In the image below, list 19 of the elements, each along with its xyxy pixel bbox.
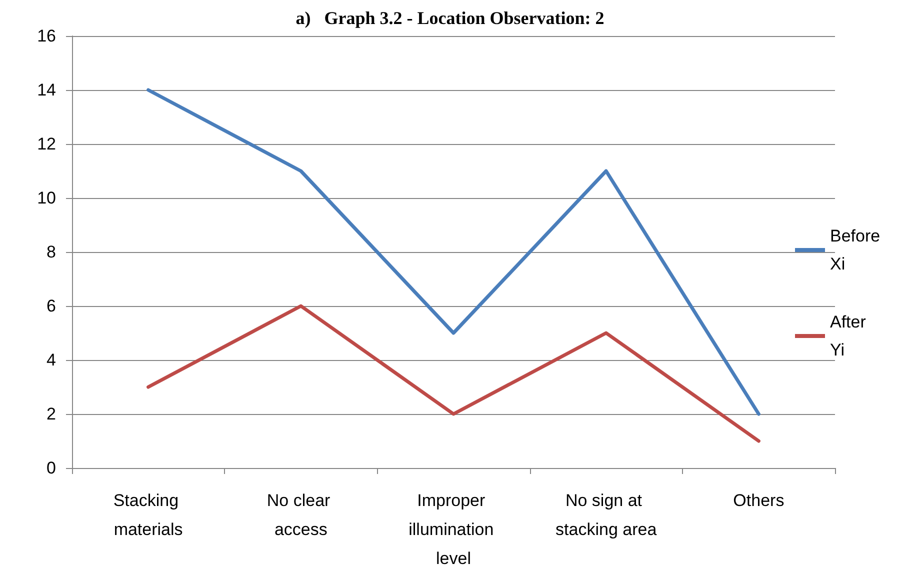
y-tick-label: 10 — [37, 188, 56, 208]
y-tick-label: 12 — [37, 134, 56, 154]
y-tick-label: 2 — [46, 404, 56, 424]
x-tick-label: No clear access — [266, 491, 335, 539]
legend-label: Before Xi — [830, 226, 885, 274]
x-tick-label: Others — [733, 491, 784, 510]
x-tick-label: Improper illumination level — [408, 491, 498, 568]
y-tick-label: 4 — [46, 350, 56, 370]
x-tick-label: No sign at stacking area — [556, 491, 658, 539]
legend-label: After Yi — [830, 312, 871, 360]
x-tick-label: Stacking materials — [113, 491, 184, 539]
y-tick-label: 6 — [46, 296, 56, 316]
chart-title: a) Graph 3.2 - Location Observation: 2 — [296, 8, 604, 28]
line-series — [146, 88, 760, 416]
y-tick-label: 14 — [37, 80, 56, 100]
y-tick-label: 16 — [37, 26, 56, 46]
y-tick-label: 0 — [46, 458, 56, 478]
y-tick-label: 8 — [46, 242, 56, 262]
line-series — [146, 304, 760, 443]
